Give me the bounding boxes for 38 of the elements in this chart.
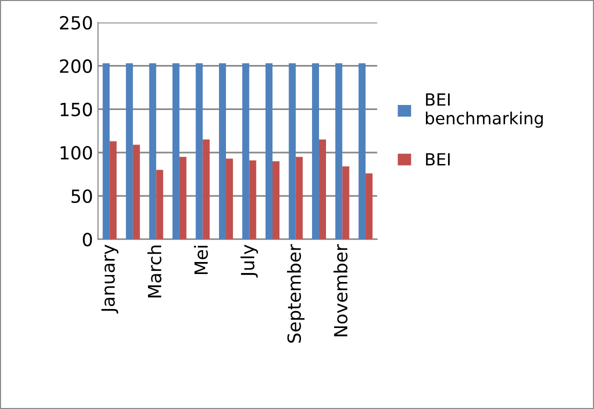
bar	[179, 156, 186, 240]
bar	[335, 63, 342, 240]
bar	[296, 156, 303, 240]
x-tick-label: November	[334, 244, 348, 336]
bar	[288, 63, 296, 240]
y-tick-label: 0	[82, 232, 92, 246]
bar	[358, 63, 366, 240]
bar	[218, 63, 226, 240]
legend-label: BEI	[426, 153, 450, 166]
bar	[202, 140, 210, 240]
y-tick-label: 150	[60, 102, 92, 116]
bar	[266, 63, 272, 240]
bar	[196, 63, 203, 240]
bar	[149, 63, 156, 240]
legend-label: BEI benchmarking	[426, 93, 543, 128]
bar	[110, 141, 117, 240]
x-tick-label: September	[287, 244, 304, 343]
bar	[249, 160, 256, 240]
bar	[312, 63, 320, 240]
bar	[272, 161, 280, 240]
x-tick-label: March	[147, 246, 162, 298]
y-tick-label: 50	[72, 189, 92, 204]
bar	[242, 63, 250, 240]
bar	[342, 166, 350, 240]
y-tick-label: 100	[60, 146, 92, 160]
bar	[319, 140, 326, 240]
x-tick-label: July	[240, 244, 258, 278]
bar	[156, 170, 164, 240]
bar	[132, 144, 140, 240]
y-tick-label: 250	[60, 16, 92, 30]
bar	[102, 63, 110, 240]
bar	[126, 63, 133, 240]
x-tick-label: Mei	[194, 246, 208, 274]
x-tick-label: January	[101, 244, 118, 314]
bar	[226, 158, 233, 240]
bar	[366, 173, 373, 240]
y-tick-label: 200	[60, 59, 92, 73]
bar	[172, 63, 180, 240]
